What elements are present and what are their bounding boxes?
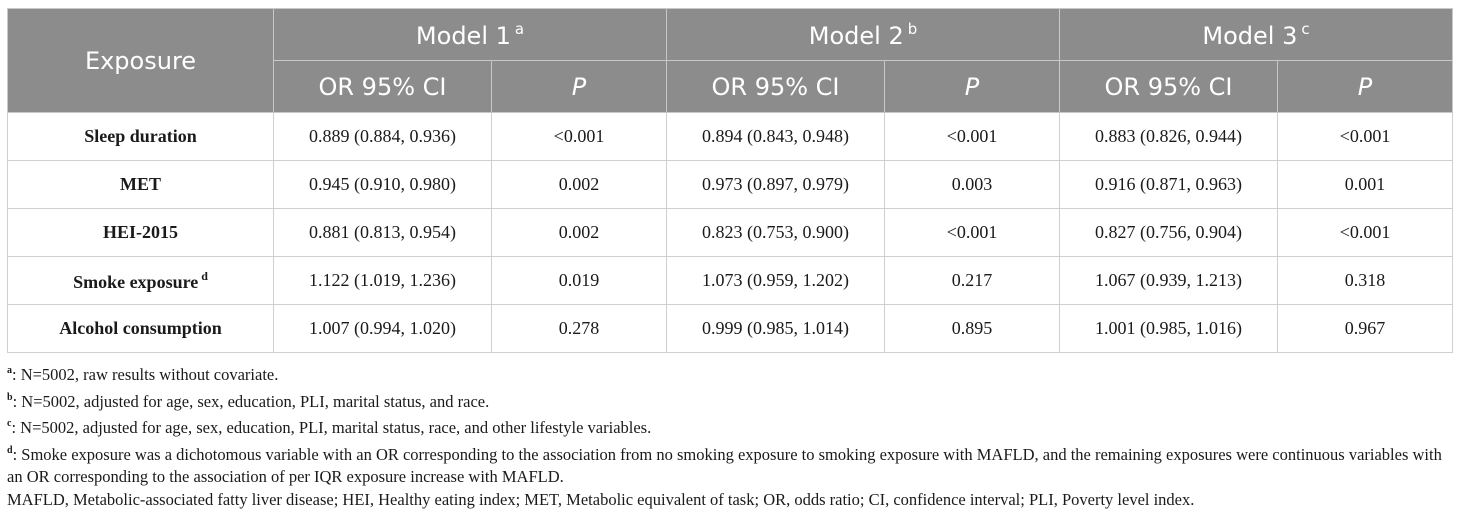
p-value-cell: <0.001: [1277, 112, 1454, 161]
or-ci-header: OR 95% CI: [666, 60, 886, 113]
row-label: Alcohol consumption: [7, 304, 274, 353]
or-ci-header: OR 95% CI: [273, 60, 492, 113]
or-ci-cell: 1.067 (0.939, 1.213): [1059, 256, 1279, 305]
p-value-cell: 0.967: [1277, 304, 1454, 353]
or-ci-header: OR 95% CI: [1059, 60, 1279, 113]
abbreviations-note: MAFLD, Metabolic-associated fatty liver …: [7, 489, 1195, 509]
table-row: Sleep duration 0.889 (0.884, 0.936) <0.001…: [7, 112, 1454, 161]
table-footnotes: a: N=5002, raw results without covariate…: [7, 360, 1453, 511]
or-ci-cell: 0.827 (0.756, 0.904): [1059, 208, 1279, 257]
row-label: Smoke exposure d: [7, 256, 274, 305]
or-ci-cell: 0.999 (0.985, 1.014): [666, 304, 886, 353]
row-label: HEI-2015: [7, 208, 274, 257]
footnote-b: b: N=5002, adjusted for age, sex, educat…: [7, 391, 490, 411]
table-row: HEI-2015 0.881 (0.813, 0.954) 0.002 0.823 (…: [7, 208, 1454, 257]
p-value-cell: 0.217: [884, 256, 1061, 305]
or-ci-cell: 1.001 (0.985, 1.016): [1059, 304, 1279, 353]
or-ci-cell: 0.889 (0.884, 0.936): [273, 112, 492, 161]
p-header: P: [1277, 60, 1454, 113]
table-row: Alcohol consumption 1.007 (0.994, 1.020) 0…: [7, 304, 1454, 353]
exposure-header: Exposure: [7, 8, 274, 113]
or-ci-cell: 1.122 (1.019, 1.236): [273, 256, 492, 305]
p-value-cell: 0.895: [884, 304, 1061, 353]
footnote-d: d: Smoke exposure was a dichotomous vari…: [7, 444, 1442, 487]
or-ci-cell: 0.945 (0.910, 0.980): [273, 160, 492, 209]
p-value-cell: 0.001: [1277, 160, 1454, 209]
or-ci-cell: 0.883 (0.826, 0.944): [1059, 112, 1279, 161]
p-value-cell: 0.002: [490, 160, 668, 209]
or-ci-cell: 0.916 (0.871, 0.963): [1059, 160, 1279, 209]
p-value-cell: 0.278: [490, 304, 668, 353]
or-ci-cell: 0.894 (0.843, 0.948): [666, 112, 886, 161]
or-ci-cell: 0.973 (0.897, 0.979): [666, 160, 886, 209]
header-row-sub: OR 95% CI P OR 95% CI P OR 95% CI P: [8, 60, 1454, 113]
footnote-a: a: N=5002, raw results without covariate…: [7, 365, 279, 384]
table-row: Smoke exposure d 1.122 (1.019, 1.236) 0.019…: [7, 256, 1454, 305]
or-ci-cell: 1.073 (0.959, 1.202): [666, 256, 886, 305]
p-value-cell: 0.019: [490, 256, 668, 305]
or-ci-cell: 0.823 (0.753, 0.900): [666, 208, 886, 257]
p-value-cell: 0.318: [1277, 256, 1454, 305]
row-label: MET: [7, 160, 274, 209]
p-value-cell: 0.002: [490, 208, 668, 257]
p-value-cell: <0.001: [1277, 208, 1454, 257]
p-header: P: [490, 60, 668, 113]
p-value-cell: <0.001: [884, 208, 1061, 257]
or-ci-cell: 1.007 (0.994, 1.020): [273, 304, 492, 353]
footnote-c: c: N=5002, adjusted for age, sex, educat…: [7, 418, 652, 437]
p-value-cell: 0.003: [884, 160, 1061, 209]
table-row: MET 0.945 (0.910, 0.980) 0.002 0.973 (0.897…: [7, 160, 1454, 209]
or-ci-cell: 0.881 (0.813, 0.954): [273, 208, 492, 257]
p-value-cell: <0.001: [490, 112, 668, 161]
p-header: P: [884, 60, 1061, 113]
p-value-cell: <0.001: [884, 112, 1061, 161]
row-label: Sleep duration: [7, 112, 274, 161]
